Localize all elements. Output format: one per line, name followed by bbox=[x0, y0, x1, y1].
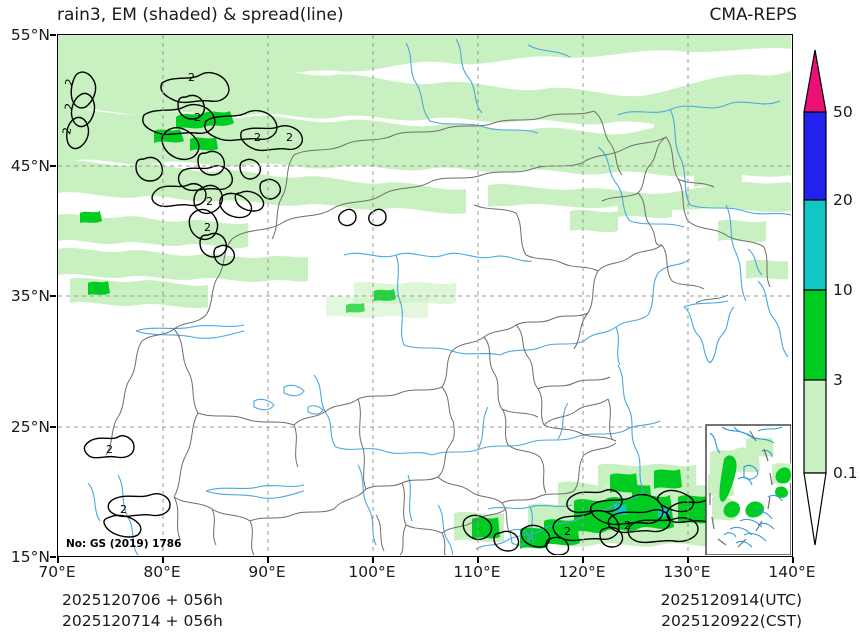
xtick-label-100e: 100°E bbox=[348, 563, 396, 581]
xtick-mark-140e bbox=[792, 557, 794, 563]
colorbar-cap-above-max bbox=[803, 49, 827, 113]
rivers-and-coastline bbox=[87, 38, 791, 555]
contour-label: 2 bbox=[62, 102, 76, 112]
colorbar-tick-20: 20 bbox=[833, 191, 853, 209]
footer-left-line-2: 2025120714 + 056h bbox=[62, 612, 223, 630]
xtick-mark-100e bbox=[372, 557, 374, 563]
spread-contours bbox=[66, 71, 723, 555]
contour-label: 2 bbox=[286, 131, 293, 144]
ytick-label-25n: 25°N bbox=[10, 418, 50, 436]
administrative-borders bbox=[105, 110, 771, 555]
ytick-mark-55n bbox=[50, 34, 56, 36]
precipitation-map[interactable]: 2 2 2 2 2 2 2 2 2 2 2 2 2 bbox=[57, 34, 793, 557]
xtick-label-70e: 70°E bbox=[38, 563, 76, 581]
xtick-label-140e: 140°E bbox=[768, 563, 816, 581]
colorbar-tick-0.1: 0.1 bbox=[833, 464, 858, 482]
ytick-mark-25n bbox=[50, 426, 56, 428]
xtick-label-120e: 120°E bbox=[558, 563, 606, 581]
south-china-sea-inset[interactable] bbox=[705, 424, 791, 555]
contour-label: 2 bbox=[564, 525, 571, 538]
page-title: rain3, EM (shaded) & spread(line) bbox=[57, 5, 344, 25]
contour-label: 2 bbox=[60, 126, 74, 135]
colorbar-tick-3: 3 bbox=[833, 371, 843, 389]
ytick-mark-15n bbox=[50, 556, 56, 558]
contour-label-group: 2 2 2 2 2 2 2 2 2 2 2 2 2 bbox=[60, 71, 631, 538]
xtick-label-80e: 80°E bbox=[143, 563, 181, 581]
footer-left-line-1: 2025120706 + 056h bbox=[62, 591, 223, 609]
contour-label: 2 bbox=[188, 71, 195, 84]
colorbar[interactable] bbox=[802, 48, 828, 548]
ytick-mark-45n bbox=[50, 165, 56, 167]
xtick-mark-70e bbox=[57, 557, 59, 563]
xtick-mark-120e bbox=[582, 557, 584, 563]
shaded-precip-field bbox=[58, 35, 791, 549]
colorbar-band-10-20 bbox=[803, 199, 827, 291]
footer-valid-times: 2025120914(UTC) 2025120922(CST) bbox=[661, 590, 802, 632]
xtick-label-130e: 130°E bbox=[663, 563, 711, 581]
contour-label: 2 bbox=[206, 195, 213, 208]
ytick-label-55n: 55°N bbox=[10, 26, 50, 44]
footer-right-line-1: 2025120914(UTC) bbox=[660, 591, 802, 609]
contour-label: 2 bbox=[194, 111, 201, 124]
ytick-label-15n: 15°N bbox=[10, 548, 50, 566]
xtick-mark-130e bbox=[687, 557, 689, 563]
map-gridlines bbox=[58, 35, 791, 555]
xtick-mark-90e bbox=[267, 557, 269, 563]
xtick-mark-80e bbox=[162, 557, 164, 563]
xtick-label-110e: 110°E bbox=[453, 563, 501, 581]
colorbar-band-0.1-3 bbox=[803, 379, 827, 474]
contour-label: 2 bbox=[62, 77, 77, 88]
footer-init-times: 2025120706 + 056h 2025120714 + 056h bbox=[62, 590, 223, 632]
contour-label: 2 bbox=[254, 131, 261, 144]
contour-label: 2 bbox=[106, 443, 113, 456]
ytick-label-35n: 35°N bbox=[10, 287, 50, 305]
footer-right-line-2: 2025120922(CST) bbox=[661, 612, 802, 630]
model-label: CMA-REPS bbox=[709, 5, 797, 25]
colorbar-band-20-50 bbox=[803, 111, 827, 201]
colorbar-tick-50: 50 bbox=[833, 103, 853, 121]
colorbar-tick-10: 10 bbox=[833, 281, 853, 299]
xtick-mark-110e bbox=[477, 557, 479, 563]
colorbar-cap-below-min bbox=[803, 472, 827, 546]
colorbar-band-3-10 bbox=[803, 289, 827, 381]
contour-label: 2 bbox=[120, 503, 127, 516]
xtick-label-90e: 90°E bbox=[248, 563, 286, 581]
contour-label: 2 bbox=[624, 519, 631, 532]
ytick-label-45n: 45°N bbox=[10, 157, 50, 175]
contour-label: 2 bbox=[204, 221, 211, 234]
map-credit-label: No: GS (2019) 1786 bbox=[66, 538, 182, 550]
ytick-mark-35n bbox=[50, 295, 56, 297]
